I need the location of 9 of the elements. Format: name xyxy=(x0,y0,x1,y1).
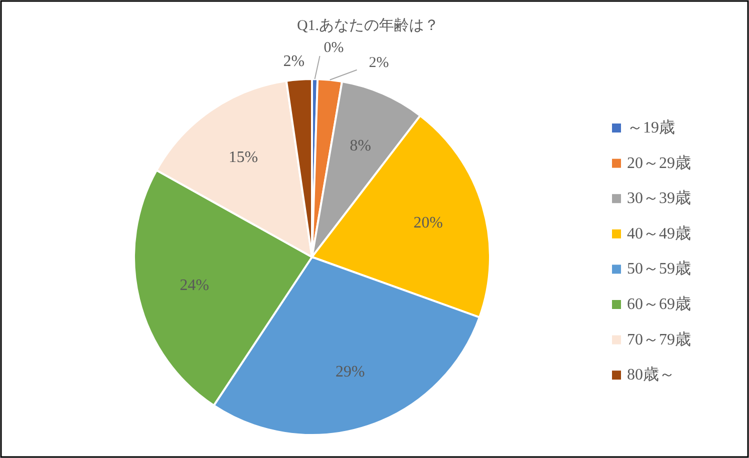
legend-label: 20～29歳 xyxy=(627,154,691,172)
title: Q1.あなたの年齢は？ xyxy=(296,18,440,34)
legend-label: 70～79歳 xyxy=(627,330,691,348)
legend-label: ～19歳 xyxy=(627,118,675,136)
legend-label: 30～39歳 xyxy=(627,189,691,208)
legend-label: 50～59歳 xyxy=(627,260,691,278)
legend-label: 80歳～ xyxy=(627,366,675,384)
legend-label: 40～49歳 xyxy=(627,224,691,242)
legend-label: 60～69歳 xyxy=(627,295,691,313)
